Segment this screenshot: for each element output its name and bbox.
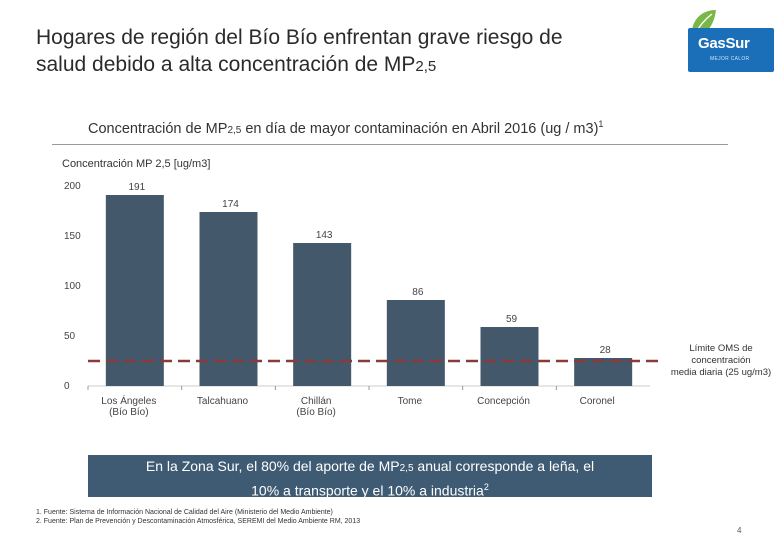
callout-line-1-prefix: En la Zona Sur, el 80% del aporte de MP — [145, 458, 400, 474]
data-label: 86 — [412, 287, 424, 298]
callout-line-1-suffix: anual corresponde a leña, el — [413, 458, 595, 474]
page-title: Hogares de región del Bío Bío enfrentan … — [36, 24, 676, 80]
x-tick-label: (Bío Bío) — [109, 407, 148, 418]
bar — [105, 195, 164, 386]
footnote-2: 2. Fuente: Plan de Prevención y Desconta… — [36, 518, 361, 525]
y-tick-label: 200 — [64, 181, 81, 192]
y-axis-label: Concentración MP 2,5 [ug/m3] — [62, 158, 211, 170]
chart-title-subscript: 2,5 — [227, 124, 242, 136]
title-line-2-text: salud debido a alta concentración de MP — [36, 53, 416, 76]
y-tick-label: 0 — [64, 381, 70, 392]
logo-tagline: MEJOR CALOR — [710, 56, 750, 62]
bar — [480, 327, 539, 386]
x-tick-label: Concepción — [477, 396, 530, 407]
x-tick-label: Tome — [398, 396, 423, 407]
bar — [293, 243, 352, 386]
title-line-1: Hogares de región del Bío Bío enfrentan … — [36, 26, 563, 49]
page-number: 4 — [737, 526, 742, 535]
callout-line-1: En la Zona Sur, el 80% del aporte de MP2… — [88, 457, 652, 478]
x-tick-label: Los Ángeles — [101, 394, 156, 407]
chart-title-suffix: en día de mayor contaminación en Abril 2… — [241, 120, 599, 137]
footnotes: 1. Fuente: Sistema de Información Nacion… — [36, 508, 360, 526]
title-subscript: 2,5 — [415, 58, 437, 75]
logo-text: GasSur — [698, 35, 750, 52]
y-tick-label: 100 — [64, 281, 81, 292]
bar — [386, 300, 445, 386]
divider — [52, 144, 728, 145]
chart-title: Concentración de MP2,5 en día de mayor c… — [88, 119, 728, 137]
reference-line-label-3: media diaria (25 ug/m3) — [670, 367, 772, 378]
callout-line-2-text: 10% a transporte y el 10% a industria — [251, 482, 484, 499]
footnote-1: 1. Fuente: Sistema de Información Nacion… — [36, 509, 333, 516]
reference-line-label: Límite OMS de concentración media diaria… — [662, 343, 780, 379]
x-tick-label: Coronel — [580, 396, 615, 407]
data-label: 28 — [600, 345, 612, 356]
x-tick-label: (Bío Bío) — [296, 407, 335, 418]
callout-footnote-ref: 2 — [483, 482, 489, 492]
bar — [199, 212, 258, 386]
bar — [574, 358, 633, 386]
chart-title-prefix: Concentración de MP — [88, 120, 228, 137]
reference-line-label-1: Límite OMS de — [689, 343, 753, 354]
data-label: 59 — [506, 314, 518, 325]
data-label: 143 — [316, 230, 333, 241]
x-tick-label: Chillán — [301, 396, 332, 407]
logo-badge: GasSur MEJOR CALOR — [688, 28, 774, 72]
y-tick-label: 50 — [64, 331, 76, 342]
data-label: 191 — [128, 182, 145, 193]
title-line-2: salud debido a alta concentración de MP2… — [36, 51, 676, 80]
callout-subscript: 2,5 — [399, 463, 414, 474]
callout-box: En la Zona Sur, el 80% del aporte de MP2… — [88, 455, 652, 499]
data-label: 174 — [222, 199, 239, 210]
x-tick-label: Talcahuano — [197, 396, 249, 407]
reference-line-label-2: concentración — [691, 355, 751, 366]
gassur-logo: GasSur MEJOR CALOR — [688, 8, 774, 72]
chart-title-footnote-ref: 1 — [598, 119, 604, 129]
y-tick-label: 150 — [64, 231, 81, 242]
callout-line-2: 10% a transporte y el 10% a industria2 — [88, 478, 652, 501]
